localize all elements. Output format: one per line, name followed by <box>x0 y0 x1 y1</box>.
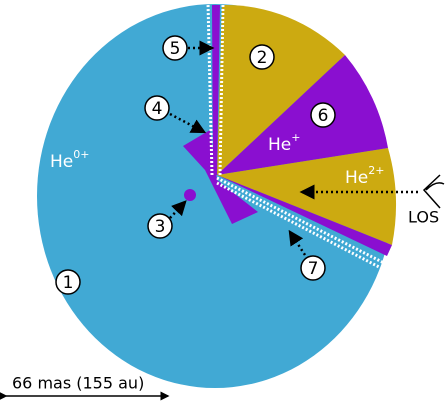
boundaries <box>206 2 385 270</box>
marker-number: 1 <box>63 273 74 293</box>
label-neutral: He0+ <box>50 148 89 172</box>
marker-circle <box>310 102 336 128</box>
marker-circle <box>162 35 188 61</box>
scale-label: 66 mas (155 au) <box>12 374 144 393</box>
marker-number: 2 <box>257 48 268 68</box>
arrows <box>169 40 418 256</box>
label-charge: 0+ <box>73 148 89 161</box>
marker-circle <box>249 44 275 70</box>
eye-icon <box>422 174 445 209</box>
label-charge: 2+ <box>368 164 384 177</box>
inner-shell <box>183 130 258 224</box>
label-charge: + <box>291 131 300 144</box>
label-base: He <box>268 135 291 155</box>
label-base: He <box>345 168 368 188</box>
marker-number: 6 <box>318 106 329 126</box>
marker-circle <box>55 269 81 295</box>
los-label: LOS <box>408 208 439 227</box>
marker-circle <box>300 255 326 281</box>
label-base: He <box>50 152 73 172</box>
label-single: He+ <box>268 131 300 155</box>
marker-number: 7 <box>308 259 319 279</box>
star <box>184 189 196 201</box>
marker-circle <box>147 213 173 239</box>
wedge-7 <box>217 175 392 256</box>
marker-number: 3 <box>155 217 166 237</box>
marker-circle <box>144 95 170 121</box>
marker-number: 4 <box>152 99 163 119</box>
marker-number: 5 <box>170 39 181 59</box>
wedge-6 <box>217 55 388 175</box>
label-double: He2+ <box>345 164 384 188</box>
wedge-2 <box>217 4 345 175</box>
